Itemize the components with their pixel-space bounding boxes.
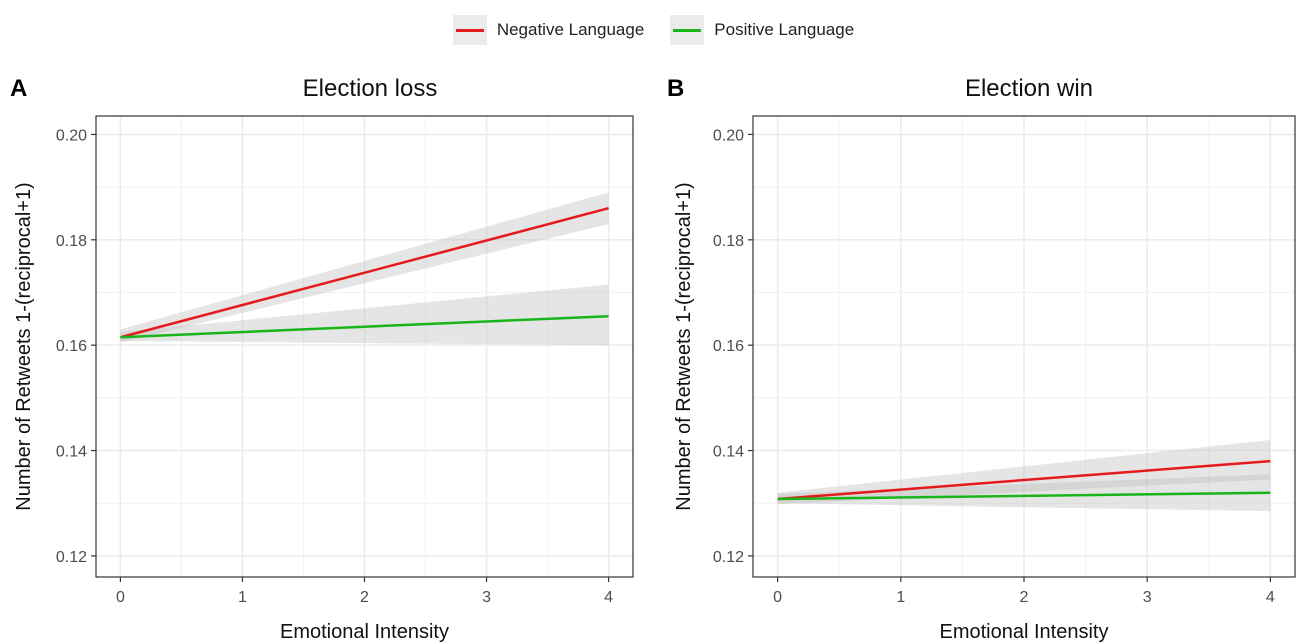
x-tick-label: 1: [896, 589, 905, 606]
y-tick-label: 0.14: [713, 444, 744, 461]
x-tick-label: 3: [1143, 589, 1152, 606]
y-tick-label: 0.16: [56, 338, 87, 355]
y-tick-label: 0.18: [713, 233, 744, 250]
x-tick-label: 2: [360, 589, 369, 606]
ci-band-positive: [777, 474, 1271, 512]
panel-a: 0 1 2 3 4 0.12 0.14 0.16 0.18 0.20 Election loss A E…: [10, 75, 634, 643]
x-tick-label: 4: [604, 589, 613, 606]
y-tick-label: 0.12: [713, 549, 744, 566]
panel-title: Election loss: [303, 75, 438, 102]
x-tick-label: 0: [116, 589, 125, 606]
series-line-positive: [777, 491, 1271, 501]
ci-band-positive: [120, 284, 609, 346]
y-axis-title: Number of Retweets 1-(reciprocal+1): [13, 182, 35, 510]
x-tick-label: 4: [1266, 589, 1275, 606]
legend: Negative Language Positive Language: [0, 14, 1307, 46]
legend-key-positive: [670, 15, 705, 45]
y-tick-label: 0.20: [713, 127, 744, 144]
ci-band-negative: [777, 440, 1271, 505]
series-line-negative: [777, 459, 1271, 501]
x-tick-label: 1: [238, 589, 247, 606]
legend-key-negative: [452, 15, 487, 45]
legend-label-positive: Positive Language: [714, 20, 855, 39]
panel-tag: B: [667, 75, 684, 102]
panel-b: 0 1 2 3 4 0.12 0.14 0.16 0.18 0.20 Election win B Em…: [667, 75, 1296, 643]
legend-item-positive: Positive Language: [670, 15, 854, 45]
y-tick-label: 0.12: [56, 549, 87, 566]
legend-item-negative: Negative Language: [452, 15, 645, 45]
y-tick-label: 0.14: [56, 444, 87, 461]
y-tick-label: 0.18: [56, 233, 87, 250]
y-axis-title: Number of Retweets 1-(reciprocal+1): [673, 182, 695, 510]
series-line-positive: [120, 314, 609, 339]
panel-title: Election win: [965, 75, 1093, 102]
legend-label-negative: Negative Language: [496, 20, 645, 39]
x-tick-label: 2: [1020, 589, 1029, 606]
y-tick-label: 0.16: [713, 338, 744, 355]
x-axis-title: Emotional Intensity: [940, 621, 1109, 643]
y-tick-label: 0.20: [56, 127, 87, 144]
x-axis-title: Emotional Intensity: [280, 621, 449, 643]
x-tick-label: 3: [482, 589, 491, 606]
panel-tag: A: [10, 75, 27, 102]
x-tick-label: 0: [773, 589, 782, 606]
series-line-negative: [120, 206, 609, 339]
